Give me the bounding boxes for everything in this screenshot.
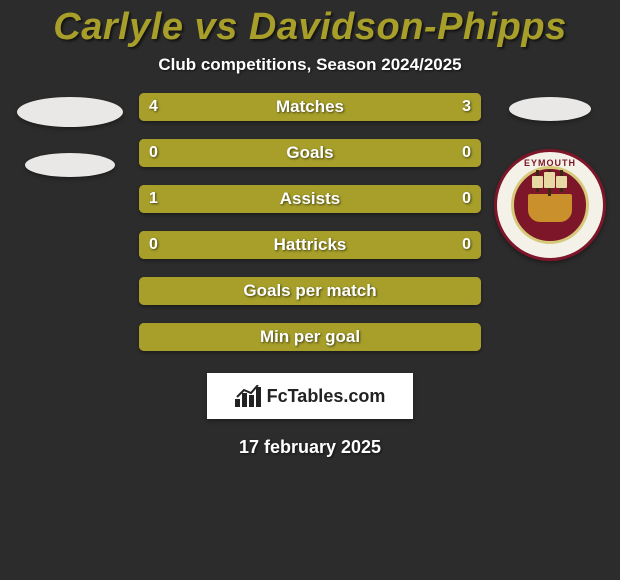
stat-row: Matches4 3 [139, 93, 481, 121]
right-badge-col: EYMOUTH [495, 93, 605, 351]
stat-value-right: 0 [452, 185, 481, 213]
subtitle: Club competitions, Season 2024/2025 [158, 55, 461, 75]
content-root: Carlyle vs Davidson-Phipps Club competit… [0, 0, 620, 580]
stat-row: Assists1 0 [139, 185, 481, 213]
left-badge-col [15, 93, 125, 351]
stat-value-left: 0 [139, 231, 168, 259]
stat-label: Goals per match [139, 277, 481, 305]
stat-value-left: 4 [139, 93, 168, 121]
page-title: Carlyle vs Davidson-Phipps [53, 6, 567, 49]
fctables-icon [235, 385, 261, 407]
stat-label: Min per goal [139, 323, 481, 351]
date-label: 17 february 2025 [239, 437, 381, 458]
stat-row: Min per goal [139, 323, 481, 351]
crest-sail-icon [544, 172, 555, 188]
crest-sail-icon [532, 176, 543, 188]
stat-value-left: 0 [139, 139, 168, 167]
stat-label: Goals [139, 139, 481, 167]
fctables-badge: FcTables.com [207, 373, 413, 419]
stat-value-right: 0 [452, 231, 481, 259]
crest-sail-icon [556, 176, 567, 188]
comparison-bars: Matches43Goals00Assists10Hattricks00Goal… [139, 93, 481, 351]
main-row: Matches43Goals00Assists10Hattricks00Goal… [0, 93, 620, 351]
crest-inner [511, 166, 589, 244]
crest-ship-icon [528, 194, 572, 222]
right-club-ellipse [509, 97, 591, 121]
stat-row: Goals0 0 [139, 139, 481, 167]
stat-label: Hattricks [139, 231, 481, 259]
stat-label: Matches [139, 93, 481, 121]
stat-row: Hattricks0 0 [139, 231, 481, 259]
left-club-ellipse-1 [17, 97, 123, 127]
stat-value-right: 0 [452, 139, 481, 167]
stat-value-right: 3 [452, 93, 481, 121]
stat-label: Assists [139, 185, 481, 213]
stat-value-left: 1 [139, 185, 168, 213]
club-crest: EYMOUTH [494, 149, 606, 261]
left-club-ellipse-2 [25, 153, 115, 177]
stat-row: Goals per match [139, 277, 481, 305]
fctables-text: FcTables.com [267, 386, 386, 407]
